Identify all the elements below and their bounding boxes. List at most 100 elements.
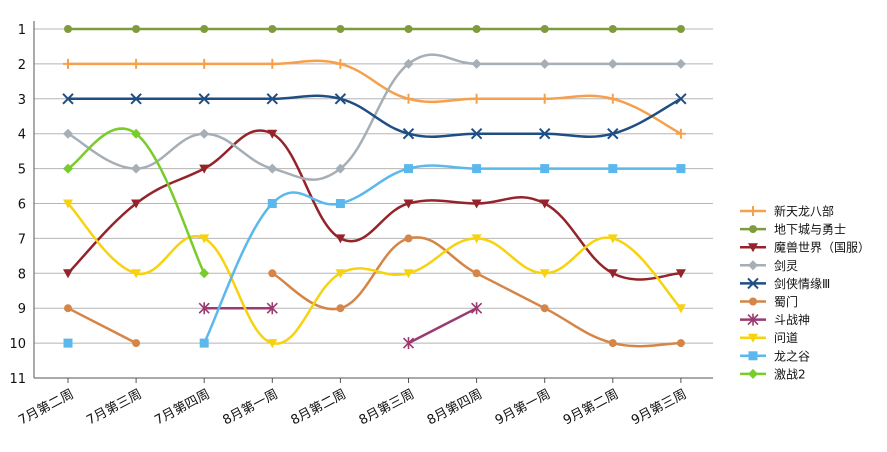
- data-point: [470, 127, 483, 140]
- data-point: [268, 269, 277, 278]
- data-point: [199, 268, 210, 279]
- x-tick-label: 7月第三周: [84, 387, 144, 429]
- series-8: [63, 164, 686, 348]
- data-point: [130, 93, 142, 105]
- data-point: [267, 339, 278, 349]
- data-point: [199, 234, 210, 244]
- data-point: [607, 127, 619, 140]
- legend-label: 龙之谷: [774, 349, 810, 363]
- x-tick-label: 7月第二周: [16, 387, 76, 429]
- data-point: [267, 58, 278, 69]
- series-line: [68, 94, 682, 139]
- data-point: [63, 338, 73, 348]
- data-point: [471, 302, 483, 315]
- series-7: [63, 199, 686, 349]
- legend-marker: [747, 277, 759, 290]
- data-point: [538, 127, 551, 140]
- data-point: [607, 58, 618, 69]
- data-point: [539, 199, 550, 209]
- x-tick-label: 8月第二周: [289, 387, 349, 429]
- legend-label: 地下城与勇士: [774, 223, 846, 237]
- y-tick-label: 1: [18, 23, 26, 38]
- legend-marker: [748, 351, 758, 361]
- data-point: [266, 302, 278, 315]
- x-tick-label: 9月第一周: [493, 387, 553, 429]
- series-2: [63, 129, 686, 281]
- data-point: [404, 25, 413, 33]
- y-tick-label: 8: [18, 267, 26, 282]
- data-point: [131, 128, 142, 139]
- data-point: [607, 269, 618, 279]
- data-point: [539, 269, 550, 279]
- data-point: [199, 164, 210, 174]
- data-point: [199, 58, 210, 69]
- data-point: [403, 93, 414, 104]
- data-point: [335, 269, 346, 279]
- data-point: [63, 163, 73, 174]
- x-tick-label: 9月第二周: [561, 387, 621, 429]
- legend-marker: [749, 225, 757, 234]
- data-point: [403, 269, 414, 279]
- data-point: [540, 25, 549, 33]
- legend-label: 斗战神: [774, 313, 810, 327]
- legend-entry: 激战2: [740, 367, 806, 381]
- data-point: [607, 234, 618, 244]
- data-point: [131, 269, 142, 279]
- data-point: [472, 164, 482, 174]
- x-tick-label: 8月第三周: [357, 387, 417, 429]
- data-point: [471, 234, 482, 244]
- data-point: [335, 58, 346, 69]
- x-tick-label: 9月第三周: [629, 387, 689, 429]
- y-tick-label: 11: [9, 372, 26, 387]
- data-point: [335, 234, 346, 244]
- data-point: [199, 338, 209, 348]
- y-tick-label: 2: [18, 58, 26, 73]
- legend-label: 蜀门: [774, 294, 798, 309]
- data-point: [608, 25, 617, 33]
- legend-entry: 问道: [740, 331, 798, 345]
- x-tick-label: 8月第一周: [220, 387, 280, 429]
- data-point: [336, 304, 345, 313]
- series-9: [63, 127, 210, 279]
- series-line: [67, 129, 681, 281]
- data-point: [62, 93, 74, 105]
- data-point: [131, 163, 142, 174]
- data-point: [199, 128, 210, 139]
- series-line: [68, 59, 682, 135]
- data-point: [403, 58, 414, 69]
- data-point: [471, 199, 482, 209]
- data-point: [402, 127, 415, 140]
- data-point: [675, 128, 686, 139]
- legend-entry: 龙之谷: [740, 349, 810, 363]
- data-point: [131, 199, 142, 209]
- data-point: [471, 58, 482, 69]
- y-tick-label: 3: [18, 93, 26, 108]
- data-point: [200, 25, 209, 33]
- legend-marker: [748, 206, 758, 216]
- legend-label: 激战2: [774, 367, 806, 381]
- data-point: [334, 93, 347, 105]
- legend-marker: [748, 368, 758, 379]
- legend-label: 魔兽世界（国服）: [774, 240, 870, 255]
- data-point: [676, 339, 685, 348]
- data-point: [198, 93, 210, 105]
- legend-label: 剑灵: [774, 258, 798, 273]
- series-line: [271, 236, 681, 348]
- data-point: [675, 58, 686, 69]
- y-tick-label: 4: [18, 128, 26, 143]
- data-point: [335, 199, 345, 208]
- data-point: [540, 304, 549, 313]
- legend-marker: [748, 243, 758, 253]
- y-tick-label: 9: [18, 302, 26, 317]
- data-point: [63, 199, 73, 209]
- data-point: [539, 93, 550, 104]
- data-point: [404, 164, 413, 174]
- x-tick-label: 8月第四周: [425, 387, 485, 429]
- data-point: [64, 25, 72, 33]
- legend-entry: 地下城与勇士: [740, 223, 846, 237]
- series-line: [67, 202, 682, 345]
- series-3: [63, 53, 686, 181]
- legend-marker: [748, 260, 758, 271]
- data-point: [267, 129, 278, 139]
